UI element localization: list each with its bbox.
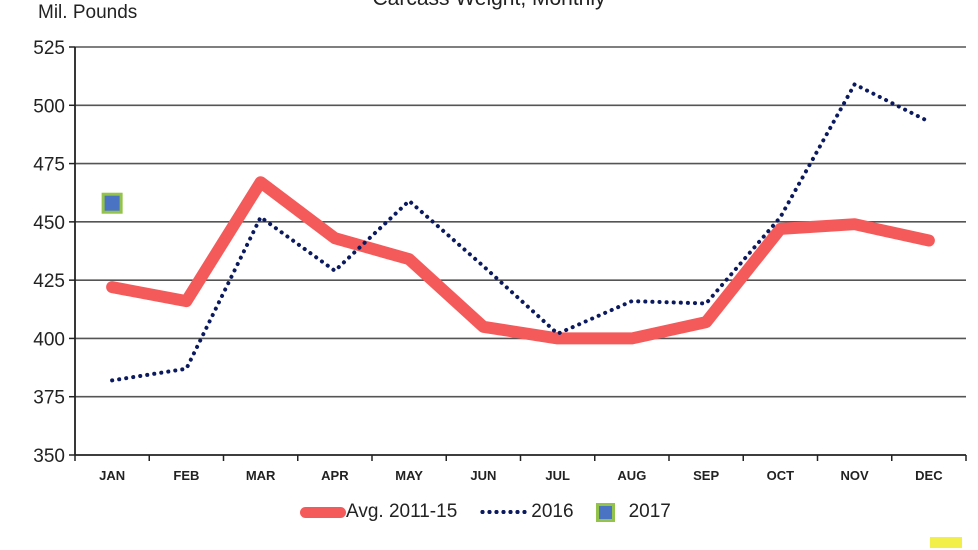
legend-swatch-2016: [479, 510, 530, 514]
legend-item-2016: 2016: [479, 501, 574, 523]
x-tick-labels: JAN FEB MAR APR MAY JUN JUL AUG SEP OCT NOV DEC: [99, 468, 943, 483]
x-tick-label-jun: JUN: [470, 468, 496, 483]
series-line-avg-2011-15: [106, 176, 935, 345]
x-tick-label-jan: JAN: [99, 468, 125, 483]
y-tick-label-375: 375: [33, 388, 65, 409]
x-tick-label-sep: SEP: [693, 468, 719, 483]
legend-label-avg: Avg. 2011-15: [346, 501, 458, 522]
corner-badge: [930, 537, 962, 548]
chart-title: Carcass Weight, Monthly: [0, 0, 978, 11]
axes: [69, 46, 967, 461]
series-group: [101, 82, 935, 383]
legend-label-2017: 2017: [628, 501, 671, 522]
y-tick-label-525: 525: [33, 38, 65, 59]
x-tick-label-apr: APR: [321, 468, 349, 483]
legend-label-2016: 2016: [531, 501, 574, 522]
series-line-2016: [110, 82, 931, 383]
y-tick-label-475: 475: [33, 155, 65, 176]
x-tick-label-feb: FEB: [173, 468, 199, 483]
x-tick-label-jul: JUL: [545, 468, 570, 483]
x-tick-label-aug: AUG: [617, 468, 646, 483]
x-tick-label-nov: NOV: [841, 468, 870, 483]
legend-swatch-2017: [595, 502, 615, 522]
grid-lines: [75, 46, 966, 398]
legend-item-2017: 2017: [595, 501, 671, 523]
y-tick-label-350: 350: [33, 446, 65, 467]
y-tick-label-500: 500: [33, 96, 65, 117]
x-tick-label-mar: MAR: [246, 468, 276, 483]
legend: Avg. 2011-15 2016 2017: [300, 498, 693, 526]
legend-swatch-avg: [300, 506, 346, 518]
y-axis-label: Mil. Pounds: [38, 2, 138, 23]
y-tick-labels: 350 375 400 425 450 475 500 525: [33, 38, 65, 467]
x-tick-label-dec: DEC: [915, 468, 943, 483]
y-tick-label-450: 450: [33, 213, 65, 234]
x-tick-label-may: MAY: [395, 468, 423, 483]
y-tick-label-400: 400: [33, 329, 65, 350]
x-tick-label-oct: OCT: [767, 468, 795, 483]
marker-2017-0: [101, 192, 123, 214]
y-tick-label-425: 425: [33, 271, 65, 292]
legend-item-avg: Avg. 2011-15: [300, 501, 457, 523]
